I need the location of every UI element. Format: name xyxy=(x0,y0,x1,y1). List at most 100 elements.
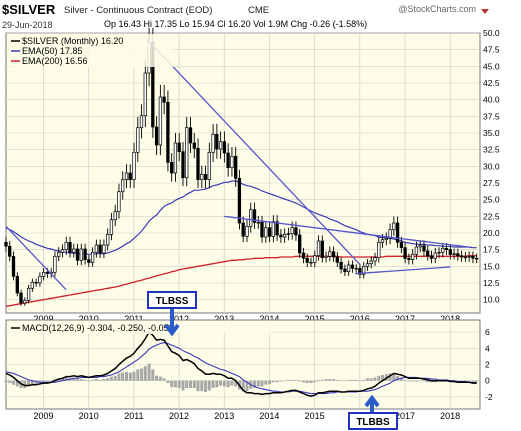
histogram-bar xyxy=(286,379,290,381)
candle xyxy=(328,246,332,262)
candle-body xyxy=(158,96,163,146)
candle-body xyxy=(106,233,110,246)
candle xyxy=(117,183,121,219)
trend-line xyxy=(5,225,67,291)
candle xyxy=(106,228,110,251)
candle-body xyxy=(188,127,193,144)
candle-body xyxy=(362,265,366,275)
histogram-bar xyxy=(45,380,49,382)
x-tick-label: 2012 xyxy=(169,411,189,421)
histogram-bar xyxy=(414,380,418,382)
candle xyxy=(57,247,61,262)
x-tick-label: 2017 xyxy=(395,314,415,324)
candle xyxy=(68,236,72,258)
histogram-bar xyxy=(381,375,384,381)
histogram-bar xyxy=(8,380,12,384)
candle xyxy=(200,165,204,189)
candle-body xyxy=(286,233,291,235)
candle xyxy=(237,169,242,230)
tlbbs-label: TLBBS xyxy=(356,417,390,428)
candle-body xyxy=(335,256,339,263)
price-legend: $SILVER (Monthly) 16.20 EMA(50) 17.85 EM… xyxy=(9,34,174,67)
histogram-bar xyxy=(109,376,113,381)
candle-body xyxy=(279,234,283,238)
candle-body xyxy=(350,264,355,269)
candle-body xyxy=(26,287,31,301)
menu-caret-icon[interactable] xyxy=(481,9,489,14)
candle xyxy=(26,284,31,304)
candle xyxy=(475,253,479,264)
candle-body xyxy=(264,227,268,238)
y-tick-label: -2 xyxy=(485,392,493,402)
candle xyxy=(41,268,46,281)
contract-name: Silver - Continuous Contract (EOD) xyxy=(64,5,212,16)
histogram-bar xyxy=(347,379,351,381)
candle-body xyxy=(215,133,219,150)
y-tick-label: 22.5 xyxy=(483,211,500,221)
price-panel xyxy=(5,32,481,314)
candle xyxy=(369,256,373,269)
candle xyxy=(72,243,76,258)
candle xyxy=(429,250,434,264)
candle xyxy=(339,257,343,274)
histogram-bar xyxy=(200,380,204,392)
candle-body xyxy=(4,241,8,247)
candle xyxy=(245,220,249,243)
histogram-bar xyxy=(362,379,366,381)
candle-body xyxy=(249,209,253,227)
annotation-top: TLBSS xyxy=(147,291,197,337)
candle-body xyxy=(290,227,294,235)
histogram-bar xyxy=(72,378,76,381)
candle-body xyxy=(23,299,27,304)
macd-legend: MACD(12,26,9) -0.304, -0.250, -0.053 xyxy=(9,322,271,334)
histogram-bar xyxy=(234,380,238,387)
histogram-bar xyxy=(128,372,132,381)
candle-body xyxy=(124,172,129,181)
candle-body xyxy=(316,240,321,257)
histogram-bar xyxy=(430,380,433,383)
x-tick-label: 2013 xyxy=(214,411,234,421)
histogram-bar xyxy=(253,380,256,388)
histogram-bar xyxy=(15,380,19,387)
histogram-bar xyxy=(358,380,362,382)
candle-body xyxy=(241,222,245,237)
candle xyxy=(249,202,253,233)
candlesticks xyxy=(4,27,479,306)
x-tick-label: 2018 xyxy=(440,411,460,421)
candle-body xyxy=(121,179,125,193)
x-tick-label: 2009 xyxy=(33,314,53,324)
histogram-bar xyxy=(241,380,245,392)
histogram-bar xyxy=(27,380,31,387)
histogram-bar xyxy=(388,373,392,381)
x-tick-label: 2011 xyxy=(124,411,143,421)
candle-body xyxy=(181,151,185,179)
histogram-bar xyxy=(173,380,177,388)
candle-body xyxy=(448,249,452,255)
candle xyxy=(437,247,441,259)
macd-signal-series xyxy=(5,342,477,395)
histogram-bar xyxy=(23,380,27,388)
candle xyxy=(143,59,147,127)
candle-body xyxy=(128,172,132,181)
candle xyxy=(279,229,283,243)
candle-body xyxy=(83,248,87,261)
candle-body xyxy=(475,257,479,260)
watermark: @StockCharts.com xyxy=(398,4,476,14)
histogram-bar xyxy=(147,363,151,381)
candle-body xyxy=(392,222,396,231)
x-tick-label: 2009 xyxy=(33,411,53,421)
candle xyxy=(377,236,381,263)
candle-body xyxy=(211,133,215,153)
candle xyxy=(414,241,419,260)
candle xyxy=(411,249,415,265)
candle-body xyxy=(373,257,377,262)
candle-body xyxy=(94,244,99,253)
candle-body xyxy=(185,127,189,179)
candle-body xyxy=(343,268,347,273)
price-x-axis: 2009 2010 2011 2012 2013 2014 2015 2016 2017 2018 xyxy=(33,314,460,324)
candle xyxy=(358,263,362,279)
x-tick-label: 2016 xyxy=(350,314,370,324)
trendlines xyxy=(5,39,469,291)
candle xyxy=(343,264,347,276)
candle xyxy=(467,251,471,262)
